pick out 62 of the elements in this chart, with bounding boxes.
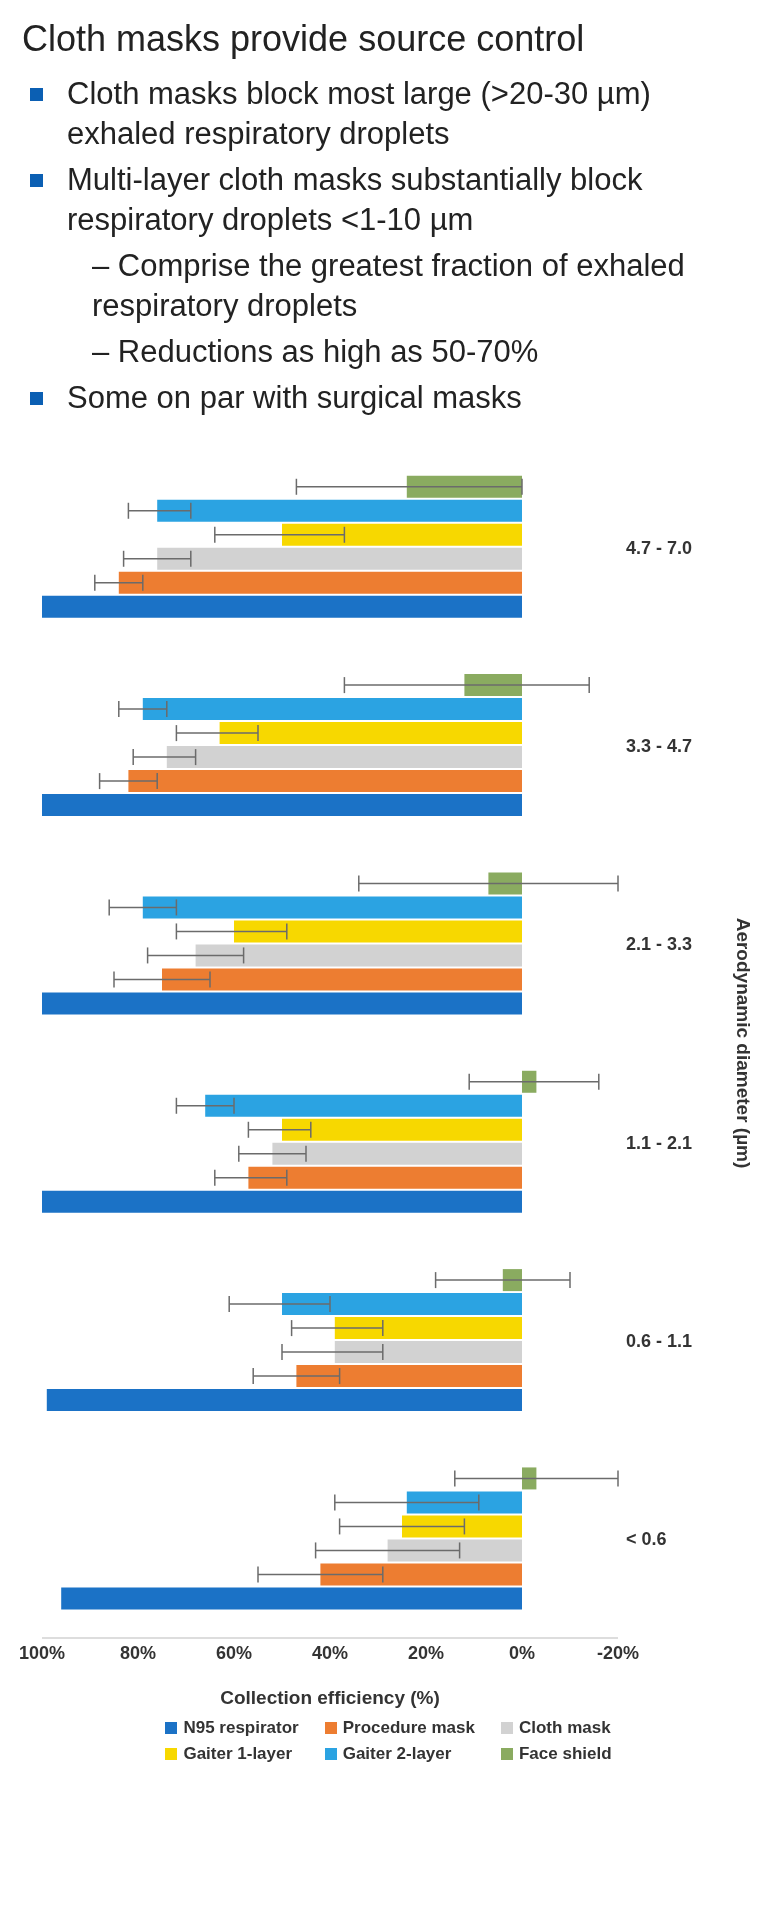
bar: [282, 1118, 522, 1141]
bar: [42, 992, 522, 1015]
bar: [248, 1166, 522, 1189]
text: – Reductions as high as 50-70%: [92, 333, 539, 371]
bar: [334, 1341, 522, 1364]
bar: [464, 674, 522, 697]
x-tick-label: 0%: [508, 1642, 536, 1663]
bar: [61, 1587, 522, 1610]
y-tick-label: 2.1 - 3.3: [626, 934, 693, 955]
bar: [118, 571, 522, 594]
y-tick-label: < 0.6: [626, 1529, 667, 1550]
bar: [320, 1563, 522, 1586]
bar: [166, 746, 522, 769]
bar: [219, 722, 522, 745]
chart-title: Cloth masks provide source control: [22, 18, 586, 60]
bar: [334, 1317, 522, 1340]
legend-label: Gaiter 2-layer: [342, 1744, 452, 1764]
bar: [272, 1142, 522, 1165]
text: – Comprise the greatest fraction of exhaled respiratory droplets: [92, 247, 686, 325]
bar: [406, 1491, 522, 1514]
bar: [142, 698, 522, 721]
y-tick-label: 3.3 - 4.7: [626, 735, 693, 756]
bar: [157, 547, 522, 570]
y-axis-title: Aerodynamic diameter (µm): [733, 917, 755, 1169]
y-tick-label: 4.7 - 7.0: [626, 537, 693, 558]
bar: [42, 794, 522, 817]
x-tick-label: 20%: [407, 1642, 445, 1663]
x-tick-label: 80%: [119, 1642, 157, 1663]
x-tick-label: -20%: [596, 1642, 640, 1663]
y-tick-label: 1.1 - 2.1: [626, 1132, 693, 1153]
bar: [502, 1269, 522, 1292]
bar: [42, 595, 522, 618]
bar: [162, 968, 522, 991]
legend-label: Gaiter 1-layer: [183, 1744, 293, 1764]
bar: [522, 1467, 537, 1490]
bar: [157, 499, 522, 522]
text: Multi-layer cloth masks substantially block respiratory droplets <1-10 µm: [67, 161, 644, 239]
bar: [296, 1365, 522, 1388]
bar: [46, 1389, 522, 1412]
x-tick-label: 100%: [18, 1642, 66, 1663]
text: Some on par with surgical masks: [67, 379, 522, 417]
legend-label: N95 respirator: [183, 1718, 299, 1738]
bar: [142, 896, 522, 919]
bar: [402, 1515, 522, 1538]
bar: [282, 1293, 522, 1316]
legend-label: Face shield: [518, 1744, 612, 1764]
x-axis-title: Collection efficiency (%): [220, 1687, 440, 1708]
bar: [42, 1190, 522, 1213]
bar: [234, 920, 522, 943]
text: Cloth masks block most large (>20-30 µm) exhaled respiratory droplets: [67, 75, 652, 153]
bar: [488, 872, 522, 895]
legend-label: Cloth mask: [518, 1718, 611, 1738]
bar: [282, 523, 522, 546]
bar: [406, 475, 522, 498]
bar: [128, 770, 522, 793]
legend-label: Procedure mask: [342, 1718, 475, 1738]
y-tick-label: 0.6 - 1.1: [626, 1330, 693, 1351]
bar: [205, 1094, 522, 1117]
x-tick-label: 60%: [215, 1642, 253, 1663]
bar: [387, 1539, 522, 1562]
x-tick-label: 40%: [311, 1642, 349, 1663]
bar: [195, 944, 522, 967]
